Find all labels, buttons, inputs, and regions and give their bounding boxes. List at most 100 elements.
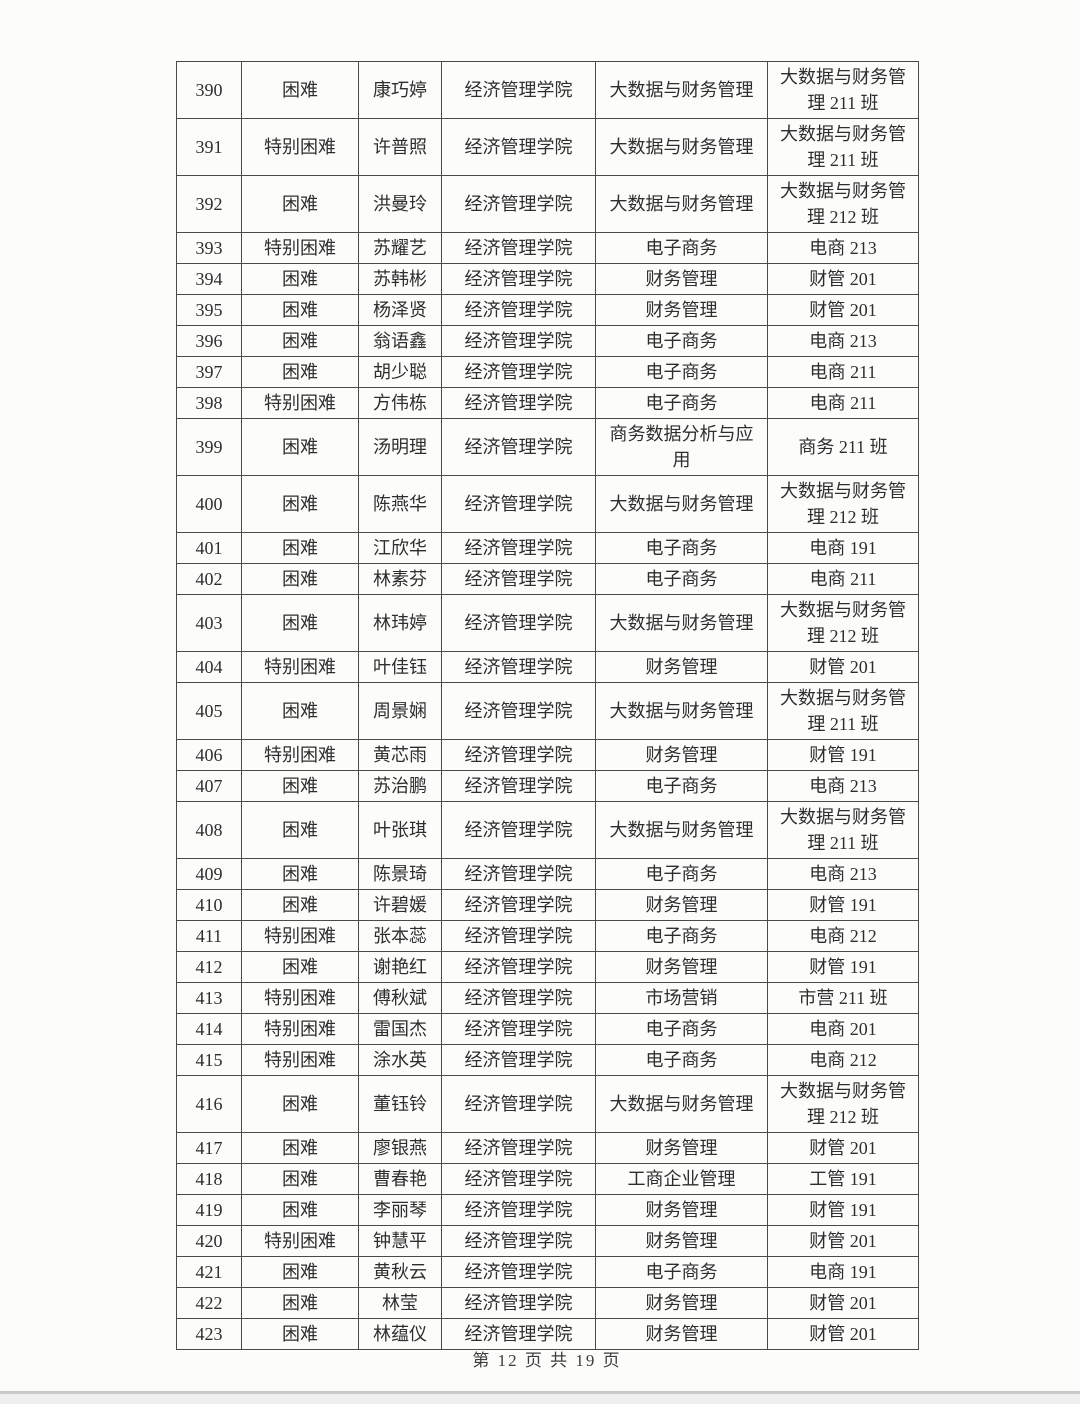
cell-college: 经济管理学院: [441, 563, 596, 595]
table-row: 419 困难 李丽琴 经济管理学院 财务管理 财管 191: [176, 1194, 919, 1226]
cell-no: 395: [176, 294, 242, 326]
cell-name: 许碧媛: [358, 889, 442, 921]
cell-no: 405: [176, 682, 242, 740]
cell-name: 汤明理: [358, 418, 442, 476]
cell-class-name: 财管 201: [767, 1132, 919, 1164]
cell-college: 经济管理学院: [441, 387, 596, 419]
cell-no: 419: [176, 1194, 242, 1226]
cell-no: 416: [176, 1075, 242, 1133]
cell-name: 黄秋云: [358, 1256, 442, 1288]
cell-class-name: 电商 213: [767, 770, 919, 802]
cell-major: 大数据与财务管理: [595, 118, 768, 176]
cell-name: 杨泽贤: [358, 294, 442, 326]
table-row: 407 困难 苏治鹏 经济管理学院 电子商务 电商 213: [176, 770, 919, 802]
cell-class-name: 电商 191: [767, 1256, 919, 1288]
cell-major: 大数据与财务管理: [595, 594, 768, 652]
cell-college: 经济管理学院: [441, 1075, 596, 1133]
cell-no: 390: [176, 61, 242, 119]
cell-major: 大数据与财务管理: [595, 1075, 768, 1133]
cell-name: 廖银燕: [358, 1132, 442, 1164]
cell-major: 财务管理: [595, 1225, 768, 1257]
cell-name: 苏韩彬: [358, 263, 442, 295]
bottom-edge-bar: [0, 1391, 1080, 1404]
cell-name: 李丽琴: [358, 1194, 442, 1226]
cell-status: 特别困难: [241, 739, 359, 771]
cell-major: 电子商务: [595, 356, 768, 388]
cell-status: 困难: [241, 1132, 359, 1164]
cell-class-name: 工管 191: [767, 1163, 919, 1195]
cell-name: 谢艳红: [358, 951, 442, 983]
cell-major: 大数据与财务管理: [595, 61, 768, 119]
cell-major: 大数据与财务管理: [595, 682, 768, 740]
cell-class-name: 财管 201: [767, 651, 919, 683]
cell-major: 电子商务: [595, 1044, 768, 1076]
cell-no: 411: [176, 920, 242, 952]
table-row: 392 困难 洪曼玲 经济管理学院 大数据与财务管理 大数据与财务管 理 212 班: [176, 175, 919, 233]
cell-name: 苏耀艺: [358, 232, 442, 264]
cell-name: 钟慧平: [358, 1225, 442, 1257]
cell-class-name: 大数据与财务管 理 212 班: [767, 594, 919, 652]
cell-name: 叶佳钰: [358, 651, 442, 683]
table-row: 396 困难 翁语鑫 经济管理学院 电子商务 电商 213: [176, 325, 919, 357]
table-row: 412 困难 谢艳红 经济管理学院 财务管理 财管 191: [176, 951, 919, 983]
cell-status: 特别困难: [241, 1225, 359, 1257]
cell-college: 经济管理学院: [441, 982, 596, 1014]
cell-name: 林素芬: [358, 563, 442, 595]
table-row: 397 困难 胡少聪 经济管理学院 电子商务 电商 211: [176, 356, 919, 388]
cell-name: 胡少聪: [358, 356, 442, 388]
cell-status: 困难: [241, 175, 359, 233]
cell-major: 大数据与财务管理: [595, 801, 768, 859]
cell-no: 406: [176, 739, 242, 771]
cell-status: 困难: [241, 594, 359, 652]
cell-name: 苏治鹏: [358, 770, 442, 802]
cell-status: 困难: [241, 475, 359, 533]
table-row: 394 困难 苏韩彬 经济管理学院 财务管理 财管 201: [176, 263, 919, 295]
cell-status: 困难: [241, 1256, 359, 1288]
cell-class-name: 大数据与财务管 理 212 班: [767, 1075, 919, 1133]
cell-name: 董钰铃: [358, 1075, 442, 1133]
cell-status: 困难: [241, 1287, 359, 1319]
page-number: 第 12 页 共 19 页: [472, 1351, 622, 1370]
cell-class-name: 大数据与财务管 理 211 班: [767, 118, 919, 176]
cell-college: 经济管理学院: [441, 294, 596, 326]
cell-major: 电子商务: [595, 770, 768, 802]
student-aid-table: 390 困难 康巧婷 经济管理学院 大数据与财务管理 大数据与财务管 理 211 班 391…: [176, 61, 919, 1350]
cell-no: 392: [176, 175, 242, 233]
cell-class-name: 财管 191: [767, 951, 919, 983]
cell-college: 经济管理学院: [441, 682, 596, 740]
cell-college: 经济管理学院: [441, 356, 596, 388]
cell-name: 涂水英: [358, 1044, 442, 1076]
cell-no: 407: [176, 770, 242, 802]
cell-name: 林蕴仪: [358, 1318, 442, 1350]
cell-class-name: 电商 201: [767, 1013, 919, 1045]
table-row: 404 特别困难 叶佳钰 经济管理学院 财务管理 财管 201: [176, 651, 919, 683]
cell-class-name: 电商 212: [767, 1044, 919, 1076]
cell-major: 电子商务: [595, 920, 768, 952]
cell-college: 经济管理学院: [441, 263, 596, 295]
table-row: 408 困难 叶张琪 经济管理学院 大数据与财务管理 大数据与财务管 理 211 班: [176, 801, 919, 859]
cell-no: 393: [176, 232, 242, 264]
cell-no: 410: [176, 889, 242, 921]
cell-status: 特别困难: [241, 982, 359, 1014]
cell-no: 409: [176, 858, 242, 890]
table-row: 420 特别困难 钟慧平 经济管理学院 财务管理 财管 201: [176, 1225, 919, 1257]
cell-class-name: 财管 201: [767, 1287, 919, 1319]
cell-college: 经济管理学院: [441, 951, 596, 983]
cell-class-name: 大数据与财务管 理 212 班: [767, 175, 919, 233]
cell-college: 经济管理学院: [441, 232, 596, 264]
cell-major: 电子商务: [595, 325, 768, 357]
cell-class-name: 财管 191: [767, 1194, 919, 1226]
cell-major: 电子商务: [595, 532, 768, 564]
table-row: 406 特别困难 黄芯雨 经济管理学院 财务管理 财管 191: [176, 739, 919, 771]
cell-college: 经济管理学院: [441, 801, 596, 859]
cell-no: 397: [176, 356, 242, 388]
cell-major: 财务管理: [595, 294, 768, 326]
cell-class-name: 市营 211 班: [767, 982, 919, 1014]
table-row: 410 困难 许碧媛 经济管理学院 财务管理 财管 191: [176, 889, 919, 921]
table-row: 416 困难 董钰铃 经济管理学院 大数据与财务管理 大数据与财务管 理 212 班: [176, 1075, 919, 1133]
cell-no: 396: [176, 325, 242, 357]
cell-college: 经济管理学院: [441, 1013, 596, 1045]
cell-major: 电子商务: [595, 858, 768, 890]
cell-name: 曹春艳: [358, 1163, 442, 1195]
table-row: 400 困难 陈燕华 经济管理学院 大数据与财务管理 大数据与财务管 理 212 班: [176, 475, 919, 533]
